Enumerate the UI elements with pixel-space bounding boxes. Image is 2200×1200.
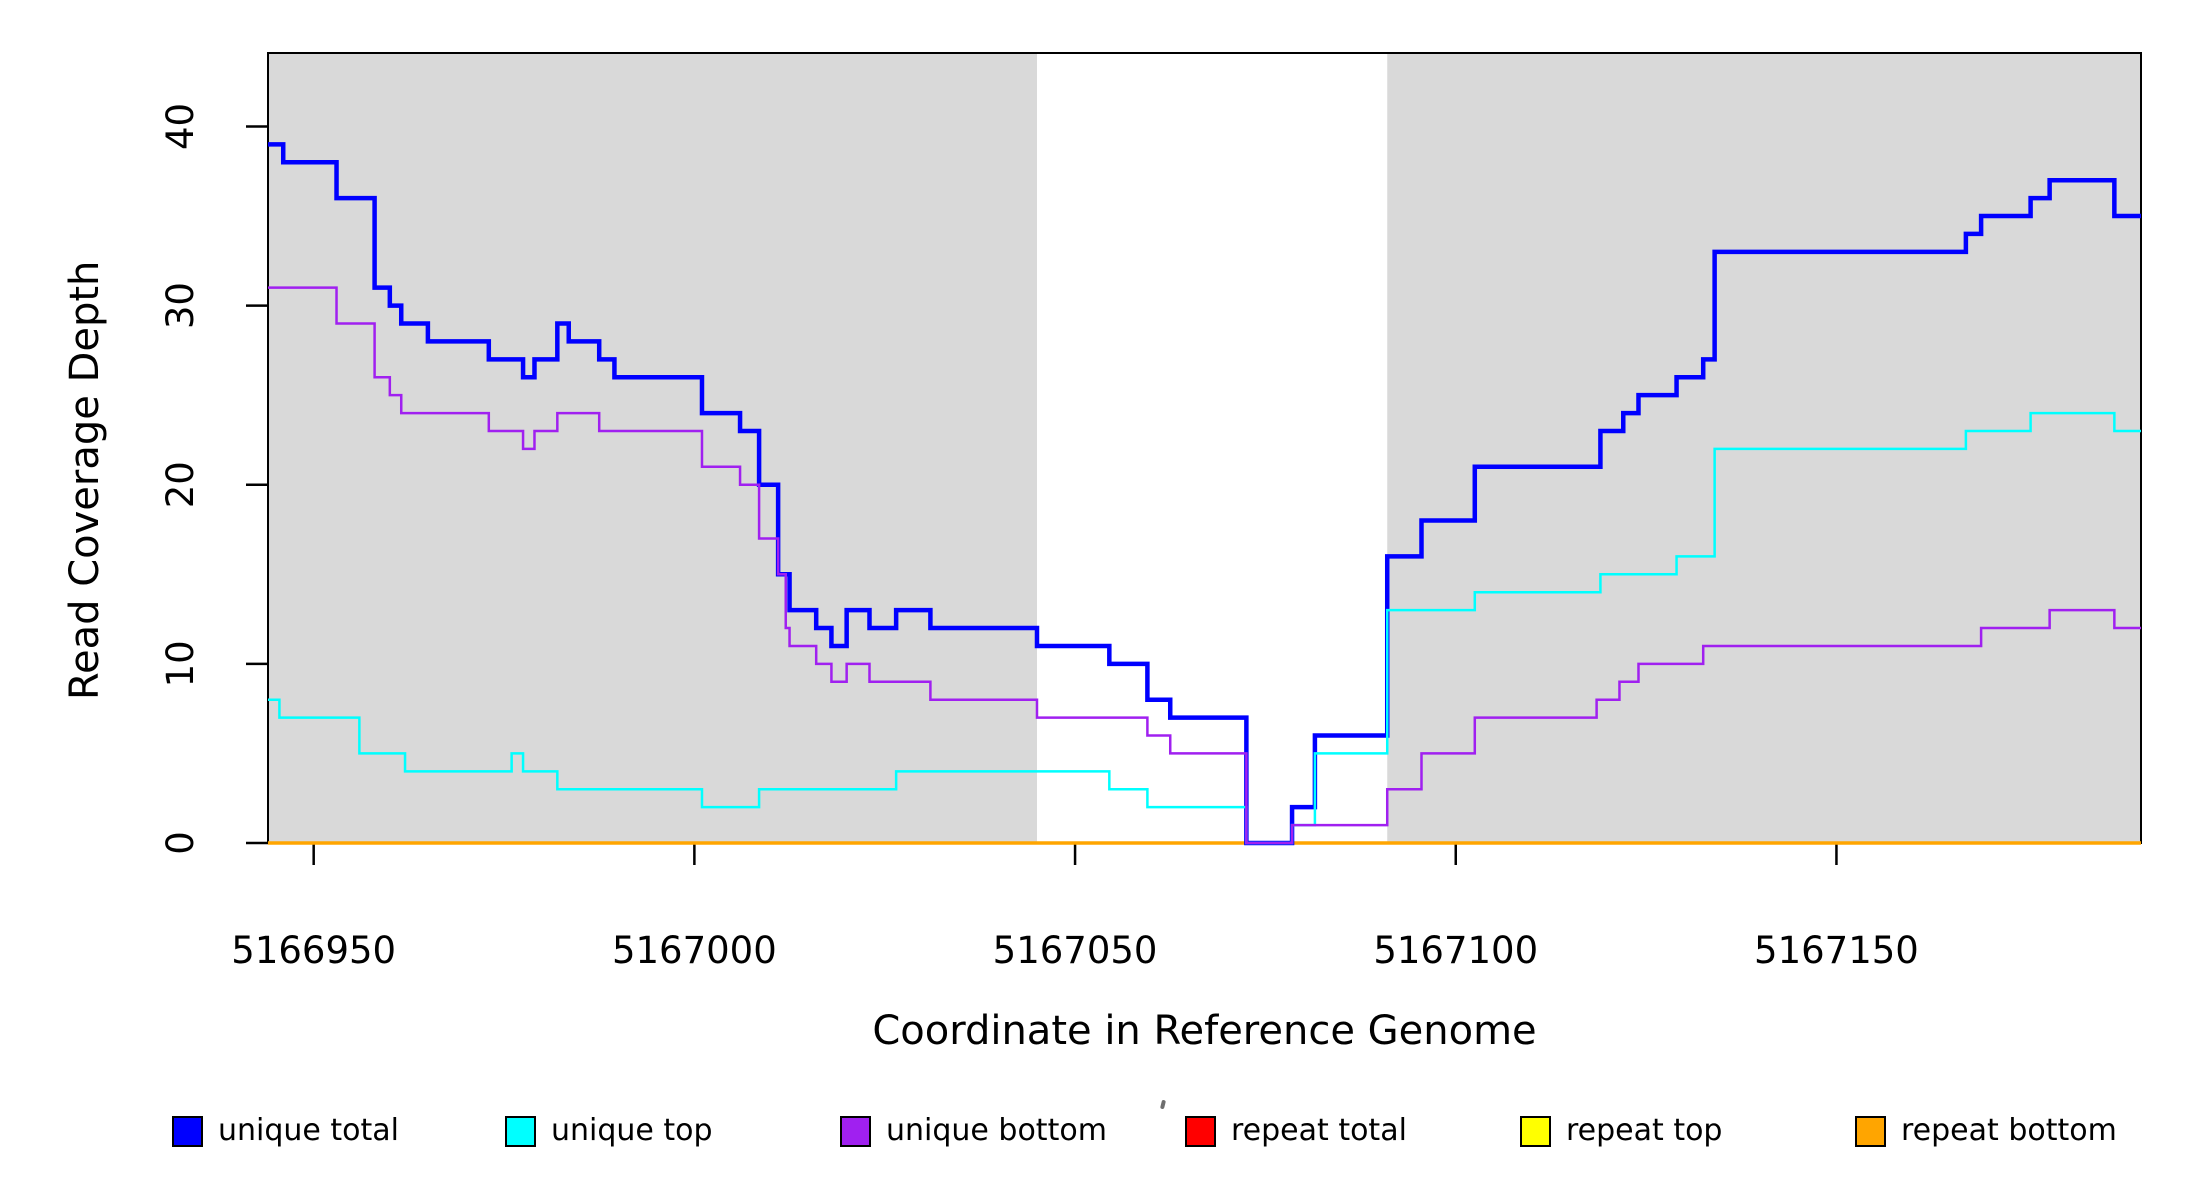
y-tick-label: 30 [159, 282, 202, 329]
legend-swatch-repeat-bottom [1855, 1116, 1886, 1147]
legend-label: repeat top [1566, 1113, 1723, 1148]
legend-swatch-repeat-total [1185, 1116, 1216, 1147]
legend-label: unique total [218, 1113, 400, 1148]
series-unique-bottom [268, 286, 2141, 845]
legend-swatch-unique-top [505, 1116, 536, 1147]
x-tick-label: 5167100 [1373, 929, 1538, 972]
shaded-region-0 [268, 53, 1037, 843]
legend-swatch-unique-bottom [840, 1116, 871, 1147]
x-tick-label: 5166950 [231, 929, 396, 972]
x-tick-label: 5167150 [1754, 929, 1919, 972]
y-axis-title: Read Coverage Depth [62, 260, 108, 700]
legend-label: repeat total [1231, 1113, 1407, 1148]
y-tick-label: 10 [159, 640, 202, 687]
legend: unique total unique top unique bottom repea… [0, 1112, 2200, 1172]
y-tick-label: 0 [159, 831, 202, 855]
y-tick-label: 40 [159, 103, 202, 150]
legend-swatch-unique-total [172, 1116, 203, 1147]
legend-label: repeat bottom [1901, 1113, 2117, 1148]
legend-label: unique bottom [886, 1113, 1107, 1148]
x-tick-label: 5167050 [993, 929, 1158, 972]
series-unique-total [268, 142, 2141, 846]
series-unique-top [268, 411, 2141, 845]
y-tick-label: 20 [159, 461, 202, 508]
x-tick-label: 5167000 [612, 929, 777, 972]
legend-swatch-repeat-top [1520, 1116, 1551, 1147]
legend-label: unique top [551, 1113, 713, 1148]
x-axis-title: Coordinate in Reference Genome [872, 1008, 1537, 1054]
